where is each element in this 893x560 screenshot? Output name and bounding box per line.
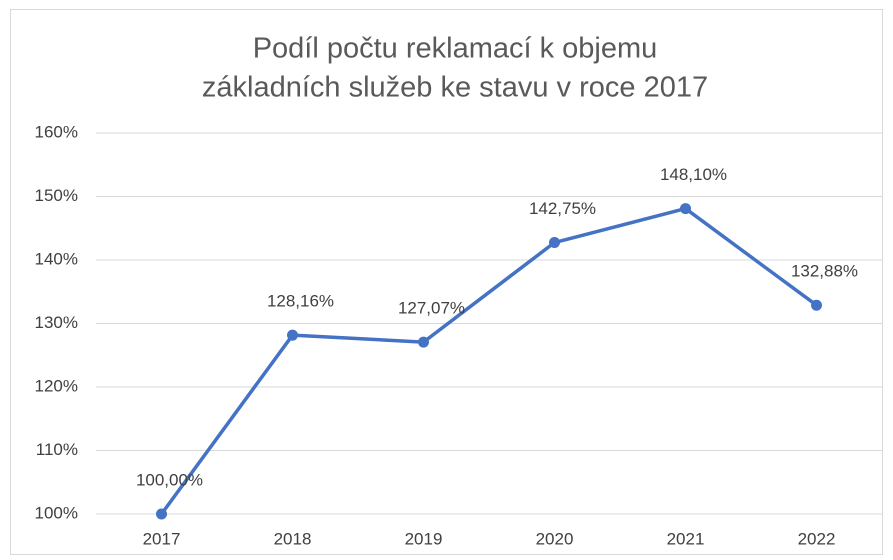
- chart-border: [10, 9, 883, 555]
- data-label: 127,07%: [398, 299, 465, 318]
- x-tick-label: 2017: [143, 529, 181, 548]
- x-tick-label: 2018: [274, 529, 312, 548]
- data-label: 132,88%: [791, 262, 858, 281]
- x-tick-label: 2019: [405, 529, 443, 548]
- chart-title: Podíl počtu reklamací k objemu: [253, 33, 658, 65]
- x-tick-label: 2022: [798, 529, 836, 548]
- y-tick-label: 150%: [35, 186, 78, 205]
- y-tick-label: 130%: [35, 313, 78, 332]
- marker: [680, 203, 691, 215]
- y-tick-label: 120%: [35, 376, 78, 395]
- marker: [156, 508, 167, 520]
- chart-title: základních služeb ke stavu v roce 2017: [202, 72, 708, 104]
- y-tick-label: 110%: [36, 440, 78, 459]
- marker: [418, 336, 429, 348]
- marker: [549, 237, 560, 249]
- data-label: 128,16%: [267, 292, 334, 311]
- data-label: 100,00%: [136, 470, 203, 489]
- marker: [287, 329, 298, 341]
- data-label: 142,75%: [529, 199, 596, 218]
- x-tick-label: 2021: [667, 529, 705, 548]
- y-tick-label: 140%: [35, 249, 78, 268]
- data-label: 148,10%: [660, 165, 727, 184]
- y-tick-label: 100%: [35, 503, 78, 522]
- x-tick-label: 2020: [536, 529, 574, 548]
- marker: [811, 299, 822, 311]
- y-tick-label: 160%: [35, 122, 78, 141]
- line: [160, 206, 818, 516]
